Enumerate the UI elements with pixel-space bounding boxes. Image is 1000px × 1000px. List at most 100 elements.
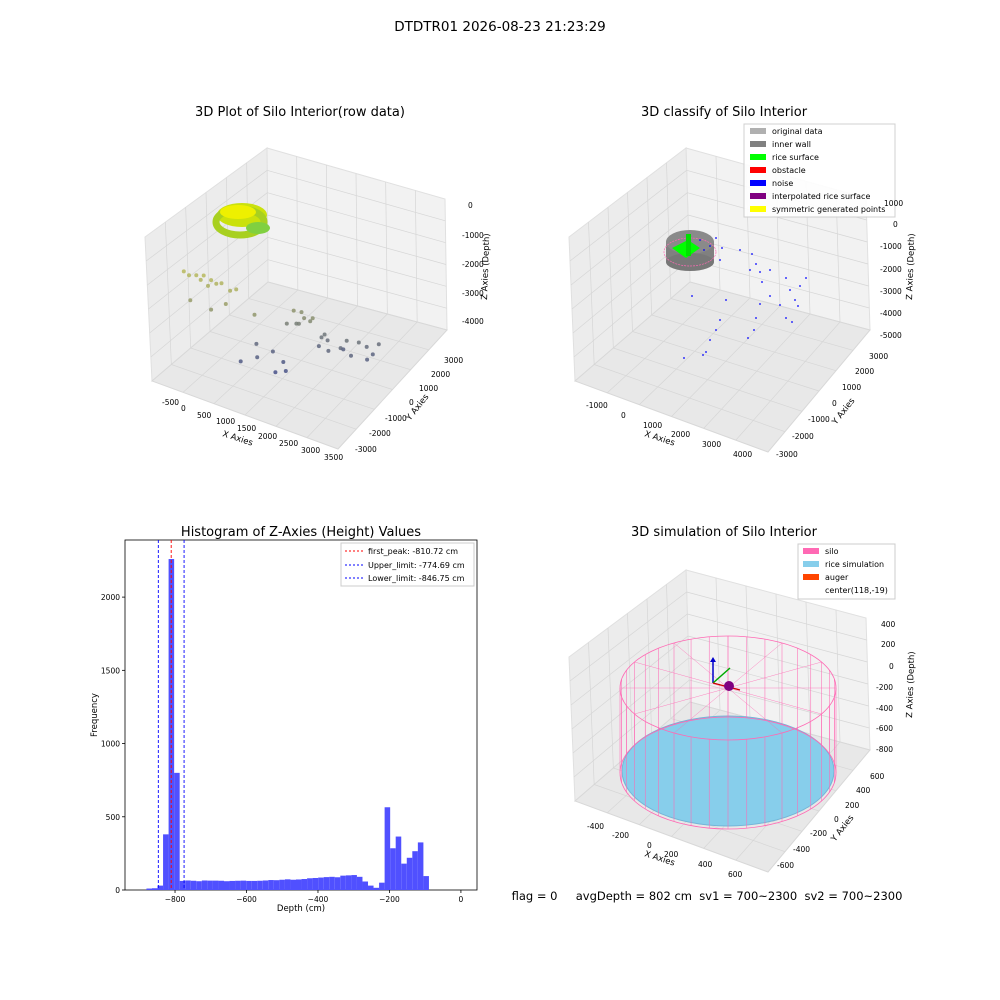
data-point (255, 355, 260, 360)
p3-bars (146, 559, 429, 890)
p1-ring-cluster (212, 203, 270, 239)
p2-ytick: -1000 (808, 415, 830, 424)
data-point (283, 369, 288, 373)
data-point (284, 321, 289, 326)
hist-bar (157, 885, 164, 890)
p4-ztick: 400 (881, 620, 896, 629)
grid-line (735, 321, 841, 441)
y-tick-label: 1500 (101, 666, 120, 675)
noise-point (759, 271, 761, 273)
silo-roof-spoke (634, 661, 729, 689)
noise-point (797, 305, 799, 307)
hist-bar (373, 887, 380, 890)
p4-ytick: 400 (856, 786, 871, 795)
p2-legend: original data inner wall rice surface ob… (743, 123, 896, 218)
hist-bar (201, 880, 208, 890)
noise-point (755, 263, 757, 265)
hist-bar (179, 880, 186, 890)
data-point (187, 273, 191, 278)
data-point (316, 344, 321, 349)
p4-ztick: -600 (876, 724, 893, 733)
panel2-title: 3D classify of Silo Interior (641, 105, 808, 120)
data-point (365, 357, 370, 362)
p4-ytick: 600 (870, 772, 885, 781)
p1-xtick: 2500 (279, 439, 298, 448)
hist-bar (190, 880, 197, 890)
p2-legend-item: symmetric generated points (772, 205, 885, 214)
p1-ytick: -3000 (355, 445, 377, 454)
noise-point (749, 269, 751, 271)
hist-bar (351, 875, 357, 890)
p2-xtick: 0 (621, 411, 626, 420)
noise-point (753, 329, 755, 331)
p2-legend-item: interpolated rice surface (772, 192, 870, 201)
p1-ztick: -4000 (462, 317, 484, 326)
hist-bar (312, 877, 319, 890)
hist-bar (223, 881, 230, 890)
hist-bar (251, 880, 258, 890)
data-point (296, 321, 301, 326)
p4-xtick: 600 (728, 870, 743, 879)
p1-xtick: 1500 (237, 424, 256, 433)
p3-legend: first_peak: -810.72 cm Upper_limit: -774… (340, 542, 475, 587)
noise-point (709, 245, 711, 247)
data-point (209, 307, 214, 312)
silo-roof-spoke (727, 687, 822, 715)
p4-legend-item: silo (825, 547, 839, 556)
hist-bar (257, 880, 263, 890)
p2-legend-item: obstacle (772, 166, 806, 175)
p2-noise-points (683, 237, 807, 359)
noise-point (705, 351, 707, 353)
p4-xtick: 400 (698, 860, 713, 869)
grid-line (689, 259, 870, 309)
p2-ytick: -2000 (792, 432, 814, 441)
noise-point (794, 299, 796, 301)
grid-line (150, 259, 269, 358)
hist-bar (246, 880, 252, 890)
p2-ytick: 3000 (869, 352, 888, 361)
p4-xtick: 0 (647, 841, 652, 850)
hist-bar (417, 842, 424, 890)
noise-point (791, 321, 793, 323)
p2-xtick: 2000 (671, 430, 690, 439)
hist-bar (212, 880, 219, 890)
noise-point (715, 329, 717, 331)
grid-line (573, 679, 690, 778)
data-point (194, 273, 199, 278)
hist-bar (185, 880, 191, 890)
p2-ztick: -2000 (880, 265, 902, 274)
p3-xticks: −800 −600 −400 −200 0 (165, 890, 464, 904)
p2-xticks: -1000 0 1000 2000 3000 4000 (586, 401, 752, 459)
noise-point (769, 295, 771, 297)
hist-bar (390, 848, 396, 890)
grid-line (267, 259, 447, 309)
p4-legend: silo rice simulation auger center(118,-1… (797, 543, 896, 600)
p2-legend-item: noise (772, 179, 793, 188)
noise-point (759, 303, 761, 305)
panel-histogram: Histogram of Z-Axies (Height) Values −80… (90, 525, 478, 914)
hist-bar (273, 880, 280, 890)
p3-xlabel: Depth (cm) (277, 904, 325, 914)
data-point (326, 348, 331, 353)
noise-point (751, 253, 753, 255)
data-point (299, 310, 304, 315)
x-tick-label: 0 (459, 895, 464, 904)
hist-bar (174, 772, 180, 890)
panel-raw-data: 3D Plot of Silo Interior(row data) -500 … (144, 105, 492, 462)
p2-legend-item: original data (772, 127, 823, 136)
data-point (356, 340, 361, 345)
noise-point (769, 269, 771, 271)
hist-bar (340, 875, 346, 890)
noise-point (779, 304, 781, 306)
noise-point (699, 239, 701, 241)
p1-xtick: 1000 (216, 417, 235, 426)
p1-ytick: -2000 (369, 429, 391, 438)
p3-legend-item: Lower_limit: -846.75 cm (368, 574, 465, 583)
p2-ztick: -1000 (880, 242, 902, 251)
noise-point (702, 354, 704, 356)
hist-bar (240, 880, 247, 890)
noise-point (761, 281, 763, 283)
x-tick-label: −200 (379, 895, 400, 904)
noise-point (715, 237, 717, 239)
